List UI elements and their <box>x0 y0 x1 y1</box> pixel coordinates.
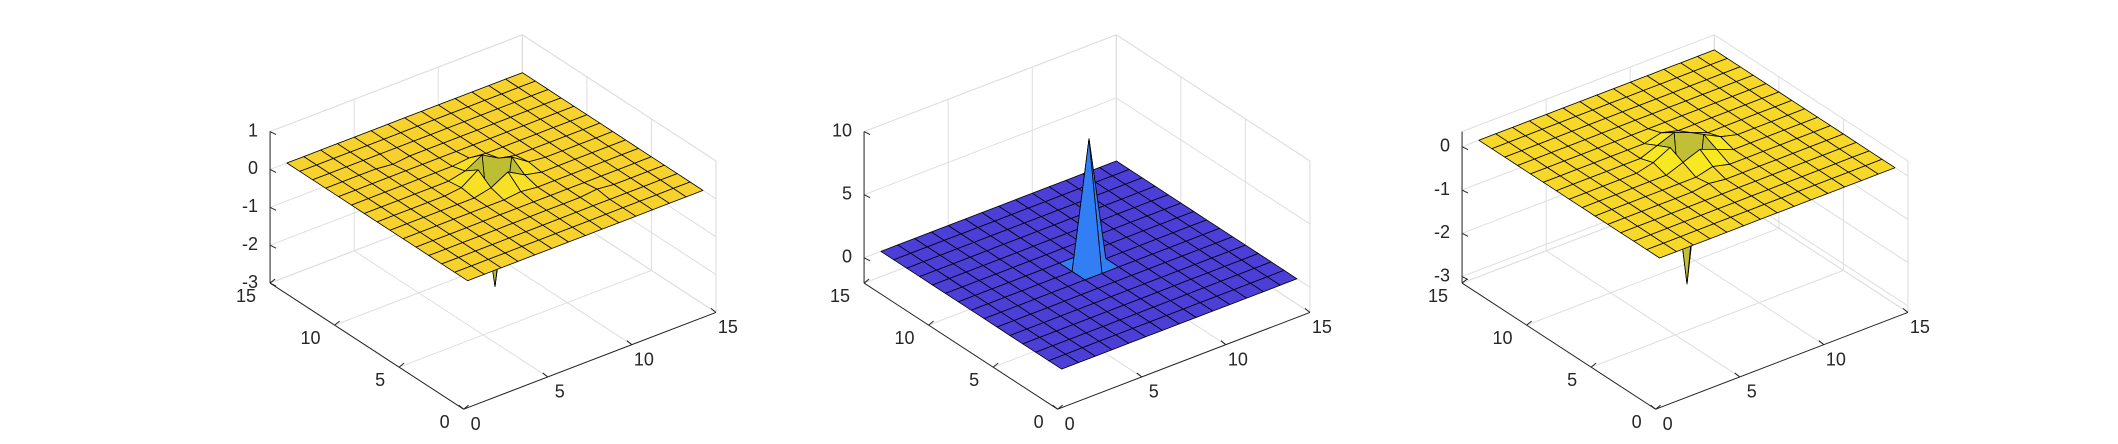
x-tick-label: 5 <box>555 382 565 402</box>
tick-mark <box>1818 340 1825 346</box>
grid-line <box>1545 250 1741 378</box>
z-tick-label: -2 <box>242 234 258 254</box>
tick-mark <box>863 257 871 262</box>
tick-mark <box>863 194 871 199</box>
tick-mark <box>398 362 405 368</box>
y-tick-label: 10 <box>301 328 321 348</box>
y-tick-label: 5 <box>375 370 385 390</box>
tick-mark <box>626 340 633 346</box>
tick-mark <box>1902 308 1909 313</box>
tick-mark <box>1461 232 1469 237</box>
box-edge <box>1714 34 1909 162</box>
tick-mark <box>1590 362 1597 368</box>
y-tick-label: 5 <box>969 370 979 390</box>
box-edge <box>1461 34 1715 133</box>
tick-mark <box>269 244 277 249</box>
y-tick-label: 0 <box>440 412 450 432</box>
z-tick-label: -3 <box>1434 265 1450 285</box>
x-axis <box>1057 311 1311 410</box>
tick-mark <box>863 278 870 284</box>
tick-mark <box>1461 189 1469 194</box>
grid-line <box>522 34 717 162</box>
tick-mark <box>1136 372 1143 378</box>
z-tick-label: 5 <box>842 183 852 203</box>
y-tick-label: 5 <box>1567 370 1577 390</box>
grid-line <box>863 34 1117 133</box>
grid-line <box>1116 34 1311 162</box>
x-tick-label: 0 <box>471 414 481 434</box>
tick-mark <box>1650 404 1656 410</box>
x-tick-label: 15 <box>1910 317 1930 337</box>
tick-mark <box>992 362 999 368</box>
grid-line <box>398 269 652 368</box>
tick-mark <box>1461 146 1469 151</box>
x-tick-label: 10 <box>634 349 654 369</box>
tick-mark <box>463 404 469 410</box>
tick-mark <box>334 320 340 326</box>
grid-line <box>353 250 549 378</box>
tick-mark <box>1220 340 1227 346</box>
tick-mark <box>710 308 717 313</box>
y-tick-label: 15 <box>1428 286 1448 306</box>
x-tick-label: 0 <box>1663 414 1673 434</box>
y-tick-label: 0 <box>1034 412 1044 432</box>
surface-face <box>1646 242 1677 259</box>
tick-mark <box>269 206 277 211</box>
tick-mark <box>269 169 277 173</box>
tick-mark <box>269 278 276 284</box>
y-tick-label: 0 <box>1632 412 1642 432</box>
tick-mark <box>863 131 871 136</box>
z-tick-label: 0 <box>842 247 852 267</box>
tick-mark <box>458 404 464 410</box>
x-tick-label: 5 <box>1149 382 1159 402</box>
tick-mark <box>1461 278 1468 284</box>
grid-line <box>1526 227 1780 326</box>
tick-mark <box>1526 320 1532 326</box>
grid-line <box>269 34 523 133</box>
grid-line <box>1590 269 1844 368</box>
z-tick-label: 0 <box>248 158 258 178</box>
tick-mark <box>269 131 277 136</box>
grid-line <box>1116 97 1311 225</box>
z-tick-label: -2 <box>1434 222 1450 242</box>
y-tick-label: 10 <box>1493 328 1513 348</box>
tick-mark <box>542 372 549 378</box>
tick-mark <box>1057 404 1063 410</box>
tick-mark <box>1052 404 1058 410</box>
z-tick-label: -1 <box>1434 179 1450 199</box>
y-tick-label: 15 <box>236 286 256 306</box>
z-tick-label: 10 <box>832 120 852 140</box>
tick-mark <box>1734 372 1741 378</box>
surface-face <box>1048 353 1079 370</box>
y-tick-label: 10 <box>895 328 915 348</box>
tick-mark <box>928 320 934 326</box>
tick-mark <box>1461 276 1469 281</box>
y-axis <box>269 282 464 410</box>
x-tick-label: 5 <box>1747 382 1757 402</box>
x-tick-label: 10 <box>1228 349 1248 369</box>
tick-mark <box>1655 404 1661 410</box>
x-axis <box>1655 311 1909 410</box>
z-tick-label: -3 <box>242 272 258 292</box>
z-tick-label: 0 <box>1440 135 1450 155</box>
z-tick-label: -1 <box>242 196 258 216</box>
tick-mark <box>1304 308 1311 313</box>
surface-face <box>454 265 485 282</box>
x-axis <box>463 311 717 410</box>
grid-line <box>863 97 1117 196</box>
x-tick-label: 0 <box>1065 414 1075 434</box>
x-tick-label: 15 <box>718 317 738 337</box>
surface-plot: 0 5 10 15 0 5 10 15 0 5 10 <box>830 34 1332 434</box>
y-axis <box>863 282 1058 410</box>
y-axis <box>1461 282 1656 410</box>
tick-mark <box>269 282 277 287</box>
z-tick-label: 1 <box>248 120 258 140</box>
x-tick-label: 15 <box>1312 317 1332 337</box>
y-tick-label: 15 <box>830 286 850 306</box>
x-tick-label: 10 <box>1826 349 1846 369</box>
